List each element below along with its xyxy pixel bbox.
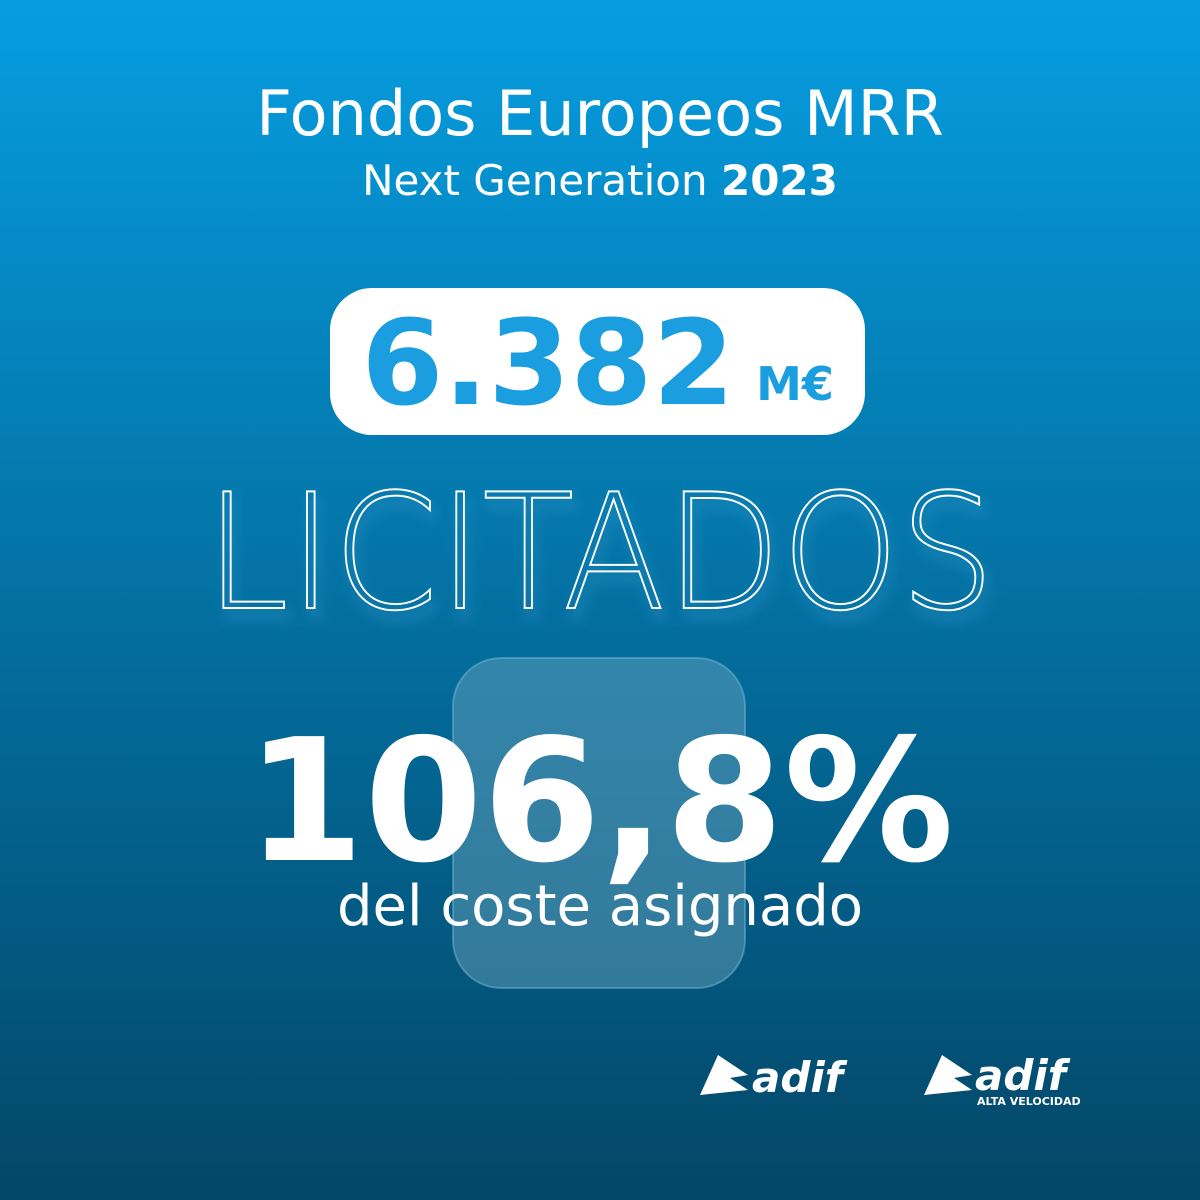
logo-name: adif xyxy=(752,1053,848,1102)
logo-tagline: ALTA VELOCIDAD xyxy=(977,1095,1081,1108)
logo-icon xyxy=(700,1055,748,1095)
stat-value: 106,8% xyxy=(246,703,954,901)
logo-adif: adif xyxy=(700,1053,848,1102)
subtitle: Next Generation 2023 xyxy=(362,156,838,205)
subtitle-text: Next Generation xyxy=(362,156,708,205)
logo-icon xyxy=(924,1055,972,1095)
amount: 6.382 xyxy=(361,294,734,432)
year: 2023 xyxy=(721,156,838,205)
logo-name: adif xyxy=(975,1051,1071,1100)
stat-panel xyxy=(452,657,746,989)
logo-adif-av: adif ALTA VELOCIDAD xyxy=(924,1051,1081,1108)
title: Fondos Europeos MRR xyxy=(256,77,944,150)
stat-caption: del coste asignado xyxy=(337,874,863,939)
headline: LICITADOS xyxy=(205,459,995,646)
amount-unit: M€ xyxy=(756,357,834,411)
amount-pill xyxy=(330,288,865,435)
